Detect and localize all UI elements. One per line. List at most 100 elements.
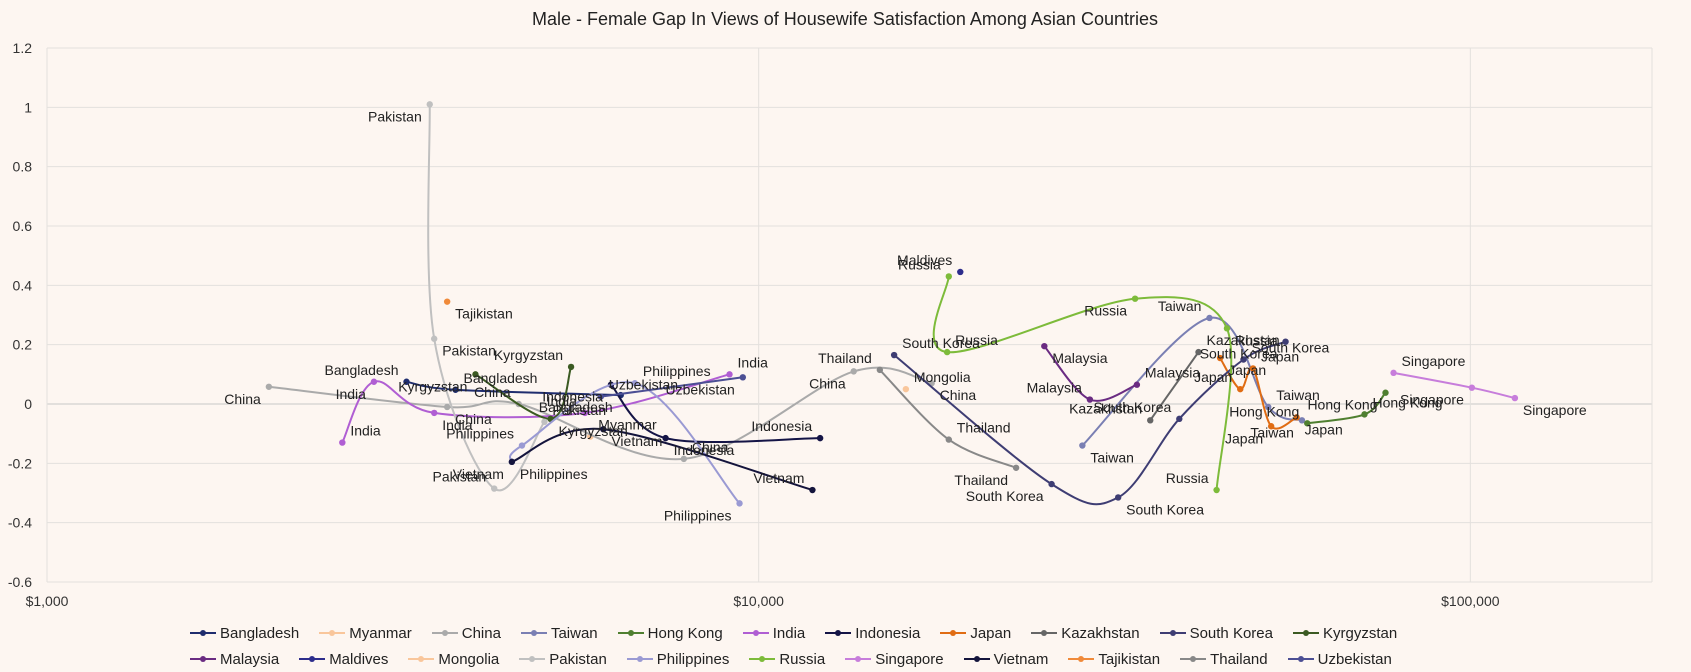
data-label: Bangladesh: [464, 370, 538, 386]
data-label: Malaysia: [1145, 365, 1200, 381]
data-label: Philippines: [643, 363, 711, 379]
data-label: Thailand: [818, 350, 872, 366]
data-point: [1206, 314, 1213, 322]
data-point: [541, 418, 548, 425]
data-point: [902, 385, 910, 393]
legend-label: South Korea: [1189, 624, 1273, 642]
legend-item: Taiwan: [520, 624, 598, 642]
series-japan: [1216, 354, 1300, 430]
data-label: Malaysia: [1027, 380, 1082, 396]
legend-item: Philippines: [626, 651, 729, 668]
legend-item: Maldives: [299, 651, 388, 668]
data-point: [876, 366, 884, 374]
data-label: Hong Kong: [1229, 403, 1299, 419]
series-line: [610, 383, 821, 444]
series-tajikistan: [443, 298, 451, 305]
legend-label: Singapore: [875, 650, 944, 668]
data-label: Kazakhstan: [1207, 332, 1280, 348]
legend-label: Myanmar: [349, 624, 412, 642]
legend-swatch-icon: [617, 628, 644, 638]
legend-item: Tajikistan: [1068, 651, 1160, 668]
data-label: China: [809, 375, 846, 391]
data-point: [1131, 295, 1139, 302]
legend-label: Japan: [970, 624, 1012, 642]
legend-label: Tajikistan: [1098, 650, 1161, 668]
axes: -0.6 -0.4 -0.2 0 0.2 0.4 0.6 0.8 1 1.2 $1,000 $10,0…: [8, 40, 1500, 609]
data-label: Thailand: [957, 420, 1011, 436]
legend-swatch-icon: [299, 654, 326, 664]
series-group: [265, 101, 1519, 507]
data-label: Indonesia: [751, 418, 812, 434]
series-uzbekistan: [597, 374, 747, 400]
data-label: Singapore: [1402, 353, 1466, 369]
legend-swatch-icon: [1180, 654, 1207, 664]
series-malaysia: [1041, 342, 1141, 403]
data-label: Japan: [1261, 348, 1299, 364]
data-label: Maldives: [897, 252, 952, 268]
legend-swatch-icon: [1031, 628, 1058, 638]
data-point: [597, 393, 604, 400]
legend-swatch-icon: [408, 654, 435, 664]
series-mongolia: [902, 385, 910, 393]
data-label: Malaysia: [1052, 350, 1107, 366]
legend-swatch-icon: [1292, 628, 1319, 638]
legend-label: Taiwan: [550, 624, 598, 642]
data-point: [581, 409, 589, 417]
series-line: [508, 381, 741, 505]
data-label: China: [474, 384, 511, 400]
legend-label: Thailand: [1210, 650, 1268, 668]
legend-swatch-icon: [1287, 654, 1314, 664]
data-label: Vietnam: [753, 470, 804, 486]
legend-swatch-icon: [1068, 654, 1095, 664]
data-point: [1267, 423, 1275, 430]
data-point: [472, 371, 479, 378]
data-point: [1086, 396, 1094, 403]
legend-swatch-icon: [626, 654, 653, 664]
data-label: Singapore: [1523, 402, 1587, 418]
legend-item: Singapore: [845, 650, 944, 668]
data-point: [430, 409, 438, 417]
data-point: [809, 486, 816, 494]
data-label: Russia: [1235, 332, 1278, 348]
data-point: [1213, 486, 1220, 494]
data-point: [943, 348, 951, 356]
legend-label: India: [772, 624, 806, 642]
legend-swatch-icon: [190, 628, 216, 638]
legend-item: Myanmar: [319, 625, 412, 642]
x-tick-label: $100,000: [1441, 593, 1500, 609]
data-label: Pakistan: [442, 343, 496, 359]
data-label: China: [224, 391, 261, 407]
data-label: Thailand: [954, 472, 1008, 488]
data-label: Pakistan: [552, 402, 606, 418]
data-point: [426, 101, 433, 108]
data-label: Philippines: [664, 507, 732, 523]
legend-label: Bangladesh: [220, 624, 300, 642]
data-label: Kazakhstan: [1069, 400, 1142, 416]
legend-item: Mongolia: [408, 651, 499, 668]
data-label: China: [940, 387, 977, 403]
series-south-korea: [890, 338, 1289, 506]
series-singapore: [1390, 369, 1519, 402]
data-point: [1216, 354, 1224, 362]
data-point: [957, 268, 964, 276]
legend-swatch-icon: [963, 654, 990, 664]
data-point: [1304, 420, 1311, 427]
data-point: [452, 386, 459, 393]
y-tick-label: 0.8: [13, 159, 33, 175]
data-label: Singapore: [1400, 392, 1464, 408]
data-point: [1361, 411, 1368, 418]
data-label: Tajikistan: [455, 306, 513, 322]
legend-swatch-icon: [845, 654, 872, 664]
series-kazakhstan: [1147, 348, 1202, 424]
legend-label: Hong Kong: [647, 624, 723, 642]
legend-item: Uzbekistan: [1287, 651, 1392, 668]
series-indonesia: [607, 381, 824, 444]
data-point: [1293, 414, 1300, 421]
series-line: [1149, 351, 1200, 421]
data-point: [1048, 480, 1055, 488]
data-point: [631, 380, 639, 387]
data-point: [850, 368, 857, 375]
legend-swatch-icon: [749, 654, 776, 664]
data-label: China: [455, 411, 492, 427]
data-label: Japan: [1228, 362, 1266, 378]
